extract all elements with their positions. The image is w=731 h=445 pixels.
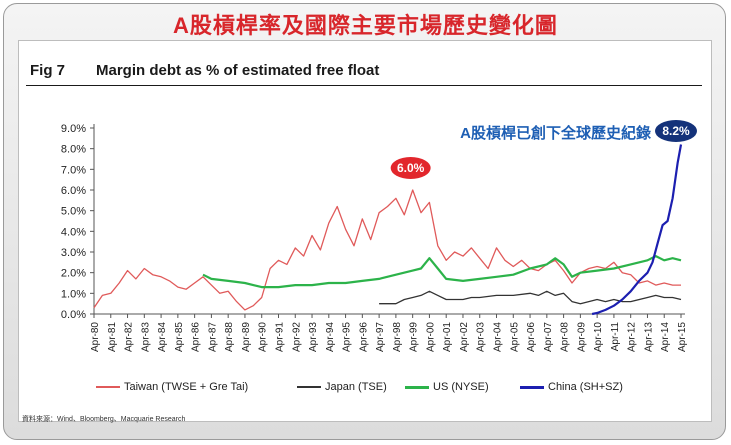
x-tick-label: Apr-91 <box>274 322 285 352</box>
y-tick-label: 6.0% <box>61 185 86 197</box>
source-note: 資料來源：Wind、Bloomberg、Macquarie Research <box>22 416 186 423</box>
y-tick-label: 4.0% <box>61 226 86 238</box>
x-tick-label: Apr-84 <box>157 322 168 352</box>
x-tick-label: Apr-15 <box>677 322 688 352</box>
y-tick-label: 2.0% <box>61 268 86 280</box>
x-tick-label: Apr-01 <box>442 322 453 352</box>
taiwan-peak-badge <box>390 157 431 179</box>
y-tick-label: 5.0% <box>61 206 86 218</box>
x-tick-label: Apr-09 <box>576 322 587 352</box>
figure-label: Fig 7 <box>30 62 66 79</box>
y-tick-label: 0.0% <box>61 309 86 321</box>
x-tick-label: Apr-97 <box>375 322 386 352</box>
chart-legend: Taiwan (TWSE + Gre Tai) Japan (TSE) US (… <box>0 381 731 397</box>
legend-item-japan: Japan (TSE) <box>297 381 387 393</box>
x-tick-label: Apr-02 <box>459 322 470 352</box>
x-tick-label: Apr-82 <box>124 322 135 352</box>
x-tick-label: Apr-80 <box>90 322 101 352</box>
x-tick-label: Apr-12 <box>627 322 638 352</box>
legend-item-china: China (SH+SZ) <box>520 381 623 393</box>
x-tick-label: Apr-98 <box>392 322 403 352</box>
legend-swatch-taiwan <box>96 386 120 389</box>
figure-title: Margin debt as % of estimated free float <box>96 62 380 79</box>
y-tick-label: 3.0% <box>61 247 86 259</box>
y-tick-label: 8.0% <box>61 144 86 156</box>
legend-swatch-japan <box>297 386 321 389</box>
x-tick-label: Apr-93 <box>308 322 319 352</box>
x-tick-label: Apr-85 <box>174 322 185 352</box>
x-tick-label: Apr-08 <box>560 322 571 352</box>
x-tick-label: Apr-99 <box>409 322 420 352</box>
china-peak-label: 8.2% <box>662 124 690 138</box>
y-tick-label: 9.0% <box>61 123 86 135</box>
x-tick-label: Apr-10 <box>593 322 604 352</box>
legend-label-china: China (SH+SZ) <box>548 381 623 393</box>
taiwan-peak-label: 6.0% <box>397 161 425 175</box>
legend-swatch-us <box>405 385 429 389</box>
y-tick-label: 1.0% <box>61 288 86 300</box>
china-series-line <box>591 144 683 316</box>
china-peak-badge <box>655 120 697 142</box>
x-tick-label: Apr-92 <box>291 322 302 352</box>
x-tick-label: Apr-11 <box>610 322 621 352</box>
x-tick-label: Apr-88 <box>224 322 235 352</box>
taiwan-series-line <box>93 189 681 311</box>
page-title: A股槓桿率及國際主要市場歷史變化圖 <box>173 13 558 38</box>
chart-panel <box>18 40 712 422</box>
x-tick-label: Apr-87 <box>207 322 218 352</box>
x-tick-label: Apr-14 <box>660 322 671 352</box>
legend-label-us: US (NYSE) <box>433 381 489 393</box>
japan-series-line <box>379 290 682 305</box>
x-tick-label: Apr-96 <box>358 322 369 352</box>
legend-item-taiwan: Taiwan (TWSE + Gre Tai) <box>96 381 248 393</box>
x-tick-label: Apr-13 <box>643 322 654 352</box>
x-tick-label: Apr-06 <box>526 322 537 352</box>
legend-item-us: US (NYSE) <box>405 381 489 393</box>
x-tick-label: Apr-07 <box>543 322 554 352</box>
x-tick-label: Apr-90 <box>258 322 269 352</box>
x-tick-label: Apr-00 <box>425 322 436 352</box>
figure-title-rule <box>26 85 702 86</box>
legend-label-taiwan: Taiwan (TWSE + Gre Tai) <box>124 381 249 393</box>
x-tick-label: Apr-03 <box>476 322 487 352</box>
x-tick-label: Apr-04 <box>493 322 504 352</box>
x-tick-label: Apr-81 <box>107 322 118 352</box>
china-record-note: A股槓桿已創下全球歷史紀錄 <box>460 124 651 142</box>
x-tick-label: Apr-94 <box>325 322 336 352</box>
x-tick-label: Apr-86 <box>191 322 202 352</box>
y-tick-label: 7.0% <box>61 164 86 176</box>
us-series-line <box>202 255 682 289</box>
x-tick-label: Apr-89 <box>241 322 252 352</box>
legend-swatch-china <box>520 385 544 389</box>
legend-label-japan: Japan (TSE) <box>325 381 387 393</box>
x-tick-label: Apr-05 <box>509 322 520 352</box>
x-tick-label: Apr-95 <box>342 322 353 352</box>
x-tick-label: Apr-83 <box>140 322 151 352</box>
